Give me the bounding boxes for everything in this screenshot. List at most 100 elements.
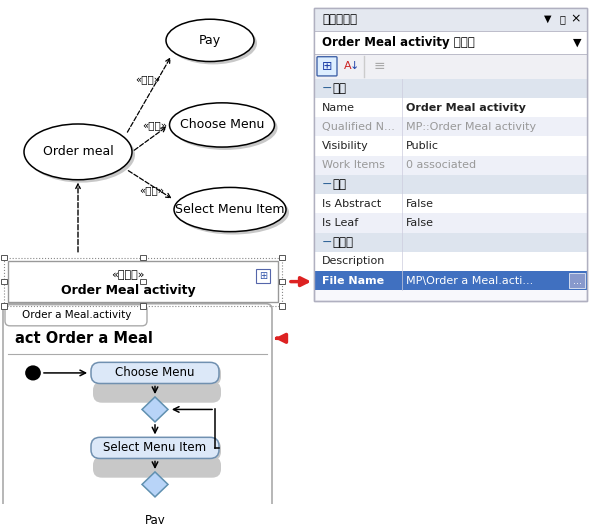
Text: 0 associated: 0 associated — [406, 160, 476, 170]
FancyBboxPatch shape — [91, 438, 219, 458]
Bar — [314, 233, 587, 252]
Text: Is Leaf: Is Leaf — [322, 218, 358, 228]
Bar — [256, 269, 270, 282]
Ellipse shape — [169, 22, 257, 64]
Text: MP::Order Meal activity: MP::Order Meal activity — [406, 122, 536, 132]
Bar — [314, 79, 587, 98]
FancyBboxPatch shape — [102, 512, 212, 524]
Text: Choose Menu: Choose Menu — [180, 118, 264, 132]
Circle shape — [26, 366, 40, 380]
Text: Select Menu Item: Select Menu Item — [176, 203, 285, 216]
Text: ⊞: ⊞ — [259, 271, 267, 281]
Text: Public: Public — [406, 141, 439, 151]
Text: act Order a Meal: act Order a Meal — [15, 331, 153, 346]
Text: ↓: ↓ — [349, 61, 359, 71]
Text: Description: Description — [322, 256, 385, 266]
FancyBboxPatch shape — [93, 364, 221, 386]
Bar — [314, 156, 587, 175]
Text: 共通: 共通 — [332, 82, 346, 95]
Text: ...: ... — [573, 276, 582, 286]
Ellipse shape — [177, 190, 289, 235]
Text: Order Meal activity: Order Meal activity — [61, 284, 195, 297]
FancyBboxPatch shape — [91, 363, 219, 384]
Text: Is Abstract: Is Abstract — [322, 199, 381, 209]
Text: Pay: Pay — [199, 34, 221, 47]
Text: ≡: ≡ — [373, 59, 385, 73]
Text: Select Menu Item: Select Menu Item — [103, 441, 207, 454]
Bar — [4, 258, 282, 305]
Text: Choose Menu: Choose Menu — [115, 366, 195, 379]
Text: «成果物»: «成果物» — [111, 270, 145, 280]
Circle shape — [230, 516, 242, 524]
Bar — [140, 303, 146, 309]
FancyBboxPatch shape — [93, 381, 221, 403]
Text: 継承: 継承 — [332, 178, 346, 191]
Text: Order a Meal.activity: Order a Meal.activity — [22, 310, 132, 320]
Bar — [314, 213, 587, 233]
Bar — [314, 98, 587, 117]
Text: Order Meal activity: Order Meal activity — [406, 103, 526, 113]
Bar — [314, 136, 587, 156]
Text: Work Items: Work Items — [322, 160, 385, 170]
Bar — [1, 255, 7, 260]
Bar — [279, 255, 285, 260]
Text: «包含»: «包含» — [135, 74, 161, 84]
Text: ユ: ユ — [559, 14, 565, 24]
Bar — [314, 54, 587, 79]
Bar — [1, 303, 7, 309]
Text: ×: × — [570, 13, 581, 26]
Bar — [140, 255, 146, 260]
Bar — [314, 252, 587, 271]
Bar — [314, 117, 587, 136]
Bar — [314, 8, 587, 301]
FancyBboxPatch shape — [3, 304, 272, 519]
Bar — [8, 261, 278, 302]
Bar — [314, 271, 587, 290]
Polygon shape — [142, 472, 168, 497]
Ellipse shape — [27, 127, 135, 183]
Text: −: − — [322, 82, 333, 95]
Polygon shape — [142, 397, 168, 422]
Bar — [314, 194, 587, 213]
Ellipse shape — [170, 103, 274, 147]
Text: ▼: ▼ — [573, 37, 581, 47]
Ellipse shape — [24, 124, 132, 180]
Text: «包含»: «包含» — [139, 185, 164, 195]
Text: Visibility: Visibility — [322, 141, 369, 151]
Ellipse shape — [173, 106, 278, 150]
Ellipse shape — [174, 188, 286, 232]
Ellipse shape — [166, 19, 254, 61]
Text: Name: Name — [322, 103, 355, 113]
Bar — [314, 8, 587, 31]
Text: Pay: Pay — [145, 515, 165, 524]
Text: False: False — [406, 218, 434, 228]
Text: −: − — [322, 236, 333, 249]
Bar — [314, 8, 587, 301]
FancyBboxPatch shape — [5, 304, 147, 326]
Bar — [569, 273, 585, 288]
Text: ⊞: ⊞ — [322, 60, 332, 73]
Circle shape — [227, 512, 245, 524]
Text: A: A — [344, 61, 352, 71]
Bar — [1, 279, 7, 285]
Text: Order meal: Order meal — [43, 145, 113, 158]
Text: Qualified N...: Qualified N... — [322, 122, 395, 132]
FancyBboxPatch shape — [93, 439, 221, 461]
Bar — [140, 279, 146, 285]
Text: その他: その他 — [332, 236, 353, 249]
Text: ▼: ▼ — [544, 14, 551, 24]
Bar — [314, 175, 587, 194]
FancyBboxPatch shape — [93, 456, 221, 478]
FancyBboxPatch shape — [100, 510, 210, 524]
Text: «包含»: «包含» — [142, 120, 168, 130]
Text: プロパティ: プロパティ — [322, 13, 357, 26]
Text: MP\Order a Meal.acti...: MP\Order a Meal.acti... — [406, 276, 533, 286]
Bar — [314, 31, 587, 54]
Text: Order Meal activity 成果物: Order Meal activity 成果物 — [322, 36, 475, 49]
Bar — [279, 303, 285, 309]
Text: File Name: File Name — [322, 276, 384, 286]
FancyBboxPatch shape — [317, 57, 337, 76]
Text: False: False — [406, 199, 434, 209]
Text: −: − — [322, 178, 333, 191]
Bar — [279, 279, 285, 285]
